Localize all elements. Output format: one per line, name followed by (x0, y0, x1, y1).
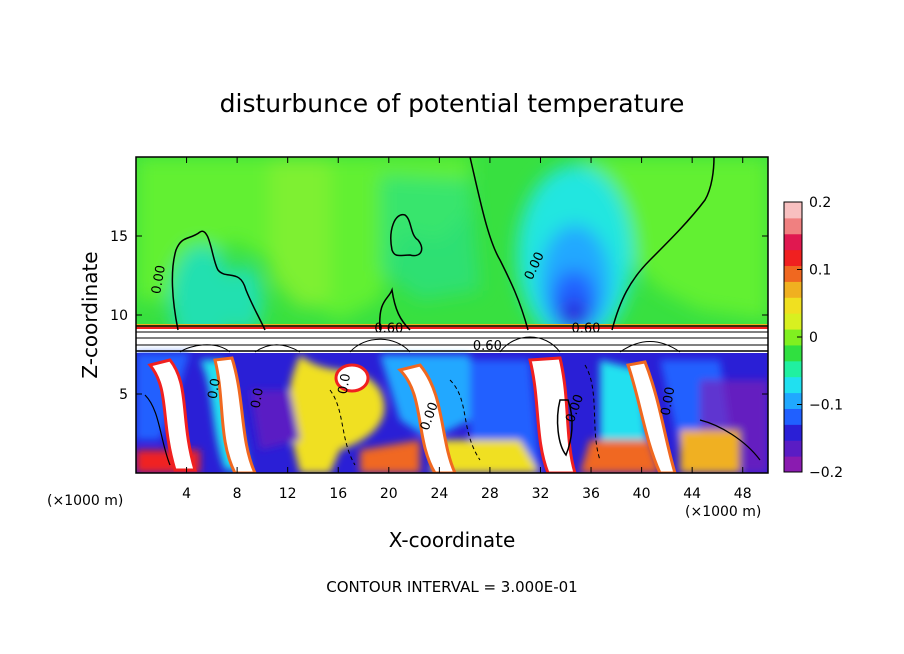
contour-label: 0.0 (336, 372, 354, 395)
x-tick-label: 4 (182, 486, 191, 502)
contour-label: 0.00 (149, 264, 169, 295)
colorbar-swatch (784, 265, 802, 282)
colorbar-tick-label: 0.1 (809, 263, 831, 279)
colorbar-swatch (784, 344, 802, 362)
colorbar-swatch (784, 408, 802, 425)
colorbar-swatch (784, 249, 802, 267)
y-axis: 5 10 15 (110, 229, 768, 403)
x-unit-label-left: (×1000 m) (47, 493, 123, 509)
colorbar: 0.2 0.1 0 −0.1 −0.2 (783, 195, 843, 481)
contour-label: 0.60 (572, 321, 601, 336)
colorbar-tick-label: 0.2 (809, 195, 831, 211)
x-tick-label: 48 (734, 486, 752, 502)
colorbar-swatch (784, 360, 802, 378)
contour-label: 0.0 (249, 387, 267, 410)
colorbar-swatch (784, 456, 802, 473)
colorbar-swatch (784, 440, 802, 457)
colorbar-swatch (784, 392, 802, 409)
contour-label: 0.0 (206, 377, 224, 400)
contour-label: 0.00 (659, 386, 679, 417)
colorbar-swatch (784, 376, 802, 394)
x-tick-label: 16 (329, 486, 347, 502)
colorbar-swatch (784, 281, 802, 298)
colorbar-swatch (784, 424, 802, 441)
y-tick-label: 15 (110, 229, 128, 245)
y-tick-label: 5 (119, 387, 128, 403)
x-tick-label: 12 (279, 486, 297, 502)
colorbar-tick-label: 0 (809, 330, 818, 346)
contour-label: 0.60 (473, 339, 502, 354)
colorbar-swatch (784, 313, 802, 330)
x-tick-label: 24 (430, 486, 448, 502)
x-axis-title: X-coordinate (389, 528, 516, 552)
contour-interval-label: CONTOUR INTERVAL = 3.000E-01 (326, 578, 577, 596)
y-tick-label: 10 (110, 308, 128, 324)
x-tick-label: 44 (683, 486, 701, 502)
colorbar-tick-label: −0.1 (809, 398, 843, 414)
x-axis: 4 8 12 16 20 24 28 32 36 40 44 48 (182, 157, 752, 502)
colorbar-swatch (784, 329, 802, 346)
plot-area: 0.00 0.000.600.600.600.0 0.00.00.00 0.00 0.0… (136, 157, 768, 473)
chart-title: disturbunce of potential temperature (220, 89, 685, 118)
x-tick-label: 20 (380, 486, 398, 502)
colorbar-tick-label: −0.2 (809, 465, 843, 481)
contour-label: 0.60 (374, 321, 403, 336)
colorbar-swatch (784, 233, 802, 251)
x-tick-label: 40 (633, 486, 651, 502)
x-unit-label-right: (×1000 m) (685, 504, 761, 520)
x-tick-label: 36 (582, 486, 600, 502)
x-tick-label: 32 (532, 486, 550, 502)
colorbar-swatch (784, 202, 802, 219)
x-tick-label: 8 (233, 486, 242, 502)
y-axis-title: Z-coordinate (78, 251, 102, 378)
x-tick-label: 28 (481, 486, 499, 502)
colorbar-swatch (784, 297, 802, 314)
colorbar-swatch (784, 217, 802, 235)
